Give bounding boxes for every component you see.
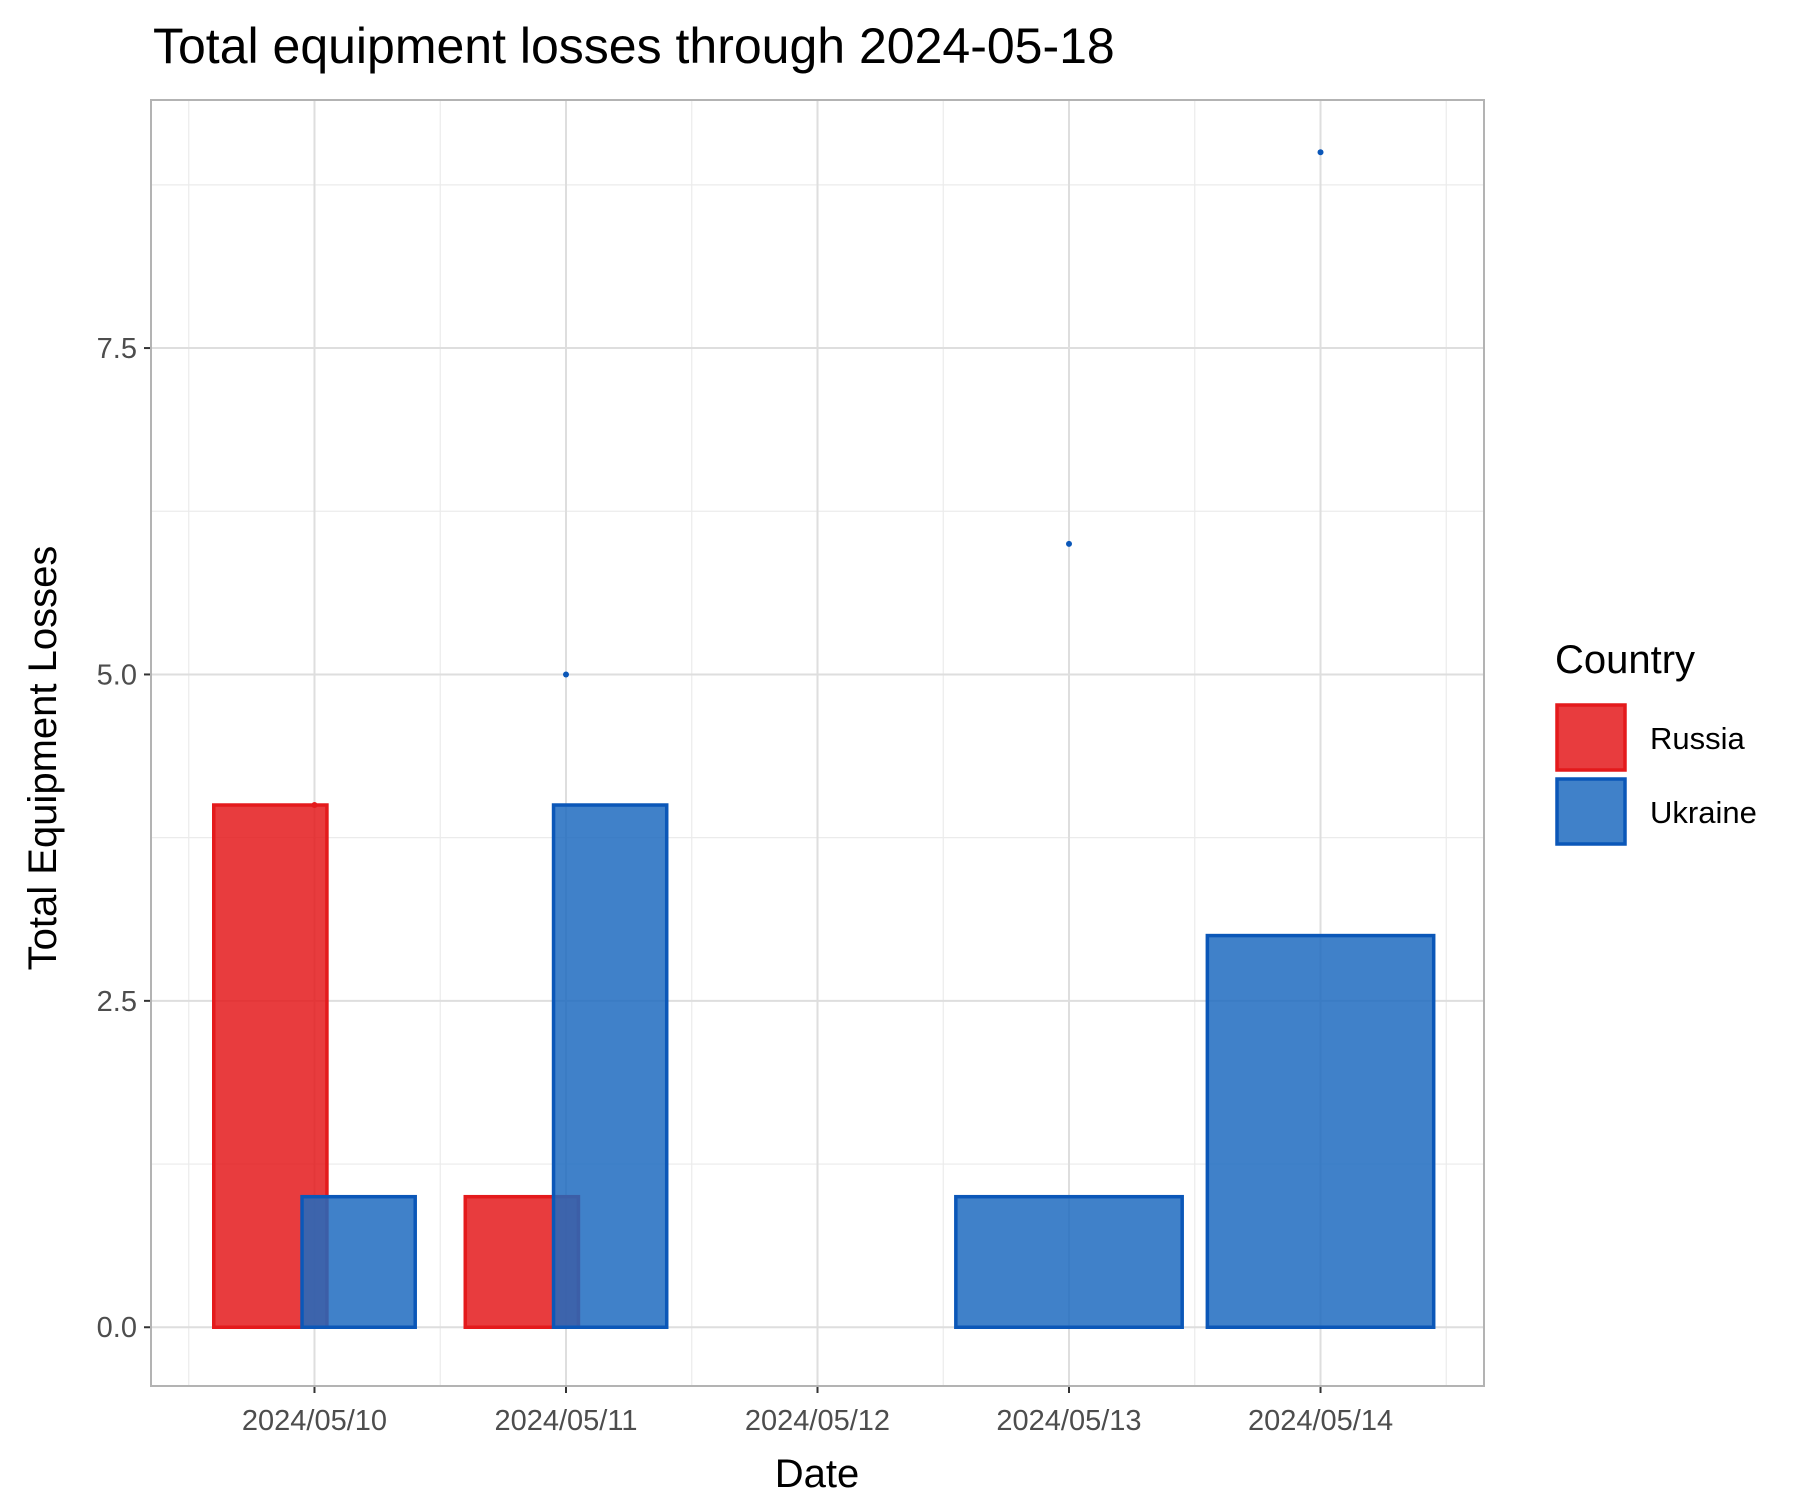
point-ukraine bbox=[1066, 540, 1073, 547]
legend-key-ukraine bbox=[1555, 777, 1627, 846]
x-tick-label: 2024/05/13 bbox=[996, 1405, 1141, 1437]
legend-label-russia: Russia bbox=[1650, 721, 1746, 756]
point-russia bbox=[311, 802, 318, 809]
point-ukraine bbox=[562, 671, 569, 678]
axes: 0.0 2.5 5.0 7.5 2024/05/10 2024/05/11 2024/05/… bbox=[97, 99, 1485, 1437]
legend-key-russia bbox=[1555, 703, 1627, 772]
point-ukraine bbox=[1317, 149, 1324, 156]
x-axis-title: Date bbox=[775, 1452, 860, 1496]
y-tick-label: 0.0 bbox=[97, 1312, 137, 1344]
x-tick-label: 2024/05/14 bbox=[1248, 1405, 1393, 1437]
bar-ukraine bbox=[300, 1194, 417, 1329]
chart-marks bbox=[212, 149, 1436, 1329]
bar-ukraine bbox=[551, 803, 669, 1329]
y-tick-label: 7.5 bbox=[97, 333, 137, 365]
y-axis-title: Total Equipment Losses bbox=[21, 546, 65, 971]
y-tick-label: 2.5 bbox=[97, 986, 137, 1018]
legend-title: Country bbox=[1555, 638, 1695, 682]
bar-ukraine bbox=[1205, 933, 1436, 1329]
bar-russia bbox=[212, 803, 329, 1329]
x-tick-label: 2024/05/11 bbox=[494, 1405, 637, 1437]
chart-title: Total equipment losses through 2024-05-1… bbox=[153, 18, 1115, 74]
x-tick-label: 2024/05/12 bbox=[745, 1405, 890, 1437]
legend-label-ukraine: Ukraine bbox=[1650, 795, 1757, 830]
bar-ukraine bbox=[954, 1194, 1184, 1329]
panel-border bbox=[150, 99, 1485, 1387]
legend: Country Russia Ukraine bbox=[1555, 638, 1757, 846]
x-tick-label: 2024/05/10 bbox=[242, 1405, 387, 1437]
y-tick-label: 5.0 bbox=[97, 659, 137, 691]
